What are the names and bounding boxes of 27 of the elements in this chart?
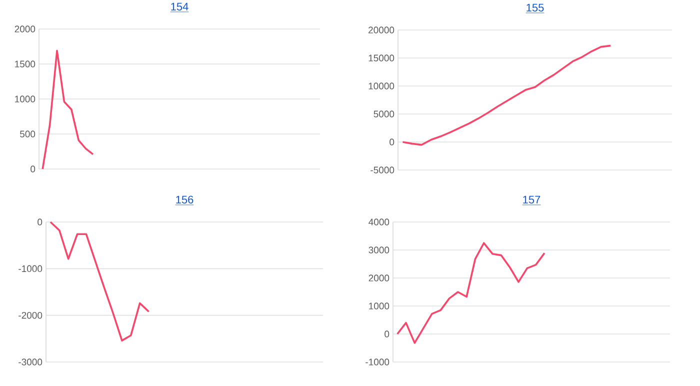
y-tick-label: 3000 <box>368 246 390 254</box>
y-tick-label: 2000 <box>368 274 390 282</box>
y-tick-label: 0 <box>30 166 36 172</box>
y-tick-label: 0 <box>390 138 394 146</box>
y-tick-label: -3000 <box>18 358 42 366</box>
y-tick-label: -1000 <box>366 358 390 366</box>
y-tick-label: 5000 <box>374 110 394 118</box>
chart-title: 157 <box>523 196 540 204</box>
y-tick-label: 15000 <box>368 54 394 62</box>
chart-title: 155 <box>526 4 544 12</box>
y-tick-label: 10000 <box>368 82 394 90</box>
y-tick-label: 1000 <box>15 96 36 102</box>
y-tick-label: 0 <box>38 218 42 226</box>
y-tick-label: 20000 <box>368 26 394 34</box>
line-series <box>50 221 150 342</box>
line-series <box>42 50 94 170</box>
y-tick-label: 1000 <box>369 302 390 310</box>
y-tick-label: 4000 <box>368 218 390 226</box>
y-tick-label: 2000 <box>14 26 36 32</box>
y-tick-label: -1000 <box>18 265 42 272</box>
y-tick-label: 1500 <box>15 60 36 68</box>
chart-title: 156 <box>176 196 194 204</box>
y-tick-label: 0 <box>384 330 390 338</box>
chart-title: 154 <box>171 2 188 11</box>
y-tick-label: -2000 <box>18 312 42 319</box>
y-tick-label: -5000 <box>370 166 394 174</box>
y-tick-label: 500 <box>20 130 36 138</box>
